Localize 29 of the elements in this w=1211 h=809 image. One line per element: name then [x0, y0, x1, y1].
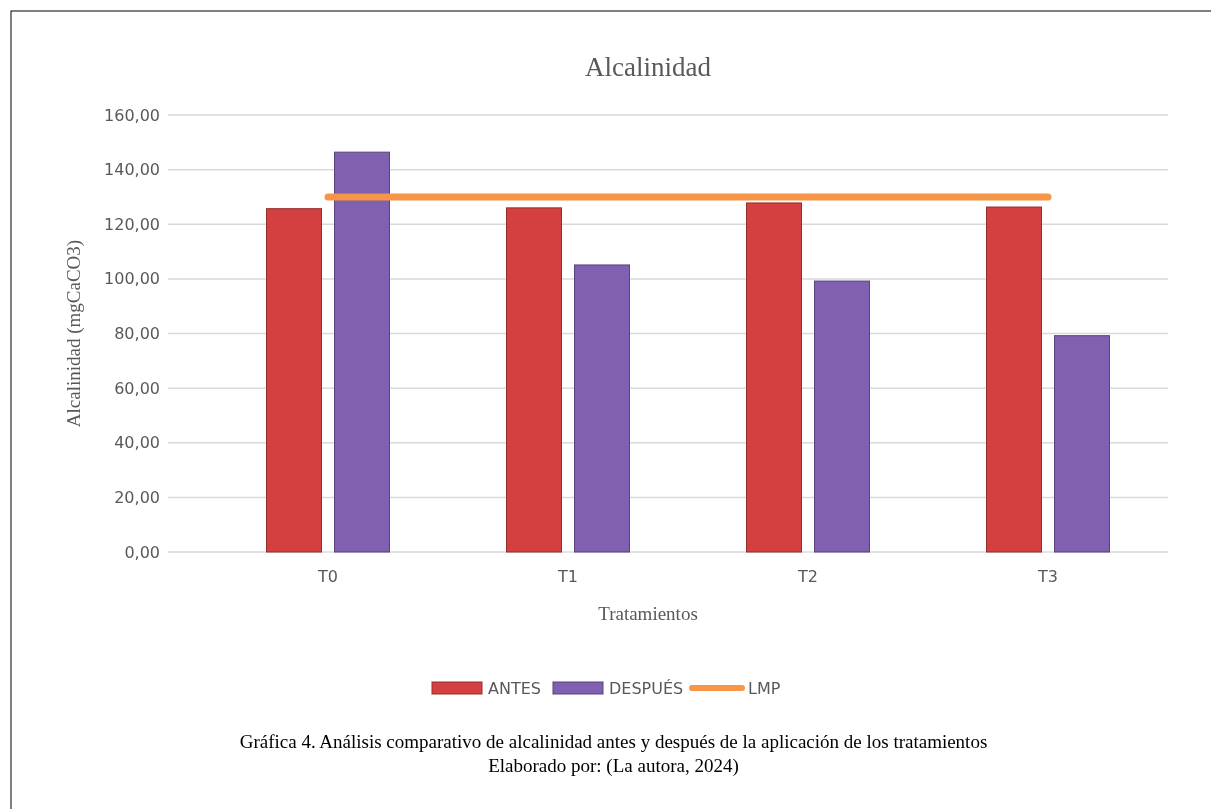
- bar: [814, 280, 870, 553]
- bar: [574, 264, 630, 553]
- x-tick-label: T0: [317, 566, 338, 586]
- y-tick-label: 140,00: [104, 160, 160, 180]
- y-tick-label: 120,00: [104, 214, 160, 234]
- y-tick-label: 60,00: [114, 378, 160, 398]
- y-tick-label: 20,00: [114, 487, 160, 507]
- x-tick-label: T3: [1037, 566, 1058, 586]
- legend-label: DESPUÉS: [609, 678, 684, 698]
- legend-label: LMP: [748, 678, 781, 698]
- bar: [506, 207, 562, 553]
- y-axis-title: Alcalinidad (mgCaCO3): [63, 239, 85, 428]
- x-axis-title: Tratamientos: [598, 603, 698, 624]
- text: Elaborado por: (La autora, 2024): [488, 755, 739, 777]
- y-tick-label: 40,00: [114, 433, 160, 453]
- legend-label: ANTES: [488, 678, 541, 698]
- bar: [746, 202, 802, 553]
- x-tick-label: T2: [797, 566, 818, 586]
- y-tick-label: 160,00: [104, 105, 160, 125]
- bar: [1054, 335, 1110, 553]
- bar: [986, 206, 1042, 553]
- chart-title: Alcalinidad: [585, 52, 712, 82]
- y-tick-label: 0,00: [124, 542, 160, 562]
- x-tick-label: T1: [557, 566, 578, 586]
- bar: [266, 208, 322, 553]
- y-tick-label: 100,00: [104, 269, 160, 289]
- bar: [334, 151, 390, 553]
- y-tick-label: 80,00: [114, 324, 160, 344]
- text: Gráfica 4. Análisis comparativo de alcalinidad antes y después de la aplicación de los tratamientos: [239, 731, 988, 752]
